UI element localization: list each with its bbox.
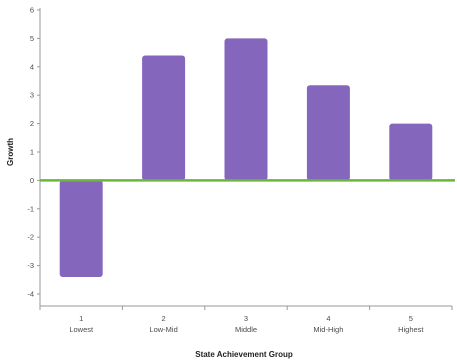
category-number-label: 1: [79, 314, 83, 323]
bar-3: [224, 38, 268, 181]
y-axis-title: Growth: [6, 138, 15, 166]
y-tick-label: -4: [27, 290, 34, 299]
y-tick-label: -1: [27, 204, 34, 213]
y-tick-label: 3: [30, 91, 34, 100]
category-number-label: 4: [326, 314, 330, 323]
category-number-label: 5: [409, 314, 413, 323]
bar-5: [389, 123, 433, 181]
category-name-label: Lowest: [69, 325, 94, 334]
y-tick-label: -2: [27, 233, 34, 242]
bar-1: [59, 180, 103, 277]
category-name-label: Highest: [398, 325, 424, 334]
category-name-label: Low-Mid: [149, 325, 177, 334]
y-tick-label: 1: [30, 148, 34, 157]
y-tick-label: 5: [30, 34, 34, 43]
bar-2: [142, 55, 186, 181]
x-axis-title: State Achievement Group: [195, 350, 293, 359]
bar-4: [306, 85, 350, 181]
category-name-label: Mid-High: [313, 325, 343, 334]
y-tick-label: 0: [30, 176, 34, 185]
category-number-label: 3: [244, 314, 248, 323]
y-tick-label: 6: [30, 6, 34, 15]
category-name-label: Middle: [235, 325, 257, 334]
y-tick-label: -3: [27, 261, 34, 270]
category-number-label: 2: [162, 314, 166, 323]
bars: [59, 38, 433, 277]
y-tick-label: 2: [30, 119, 34, 128]
y-tick-label: 4: [30, 62, 34, 71]
y-axis: 6 5 4 3 2 1 0 -1 -2 -3 -4: [27, 6, 41, 306]
category-labels: 1 Lowest 2 Low-Mid 3 Middle 4 Mid-High 5 Highest: [69, 314, 424, 334]
x-axis: [39, 305, 453, 310]
